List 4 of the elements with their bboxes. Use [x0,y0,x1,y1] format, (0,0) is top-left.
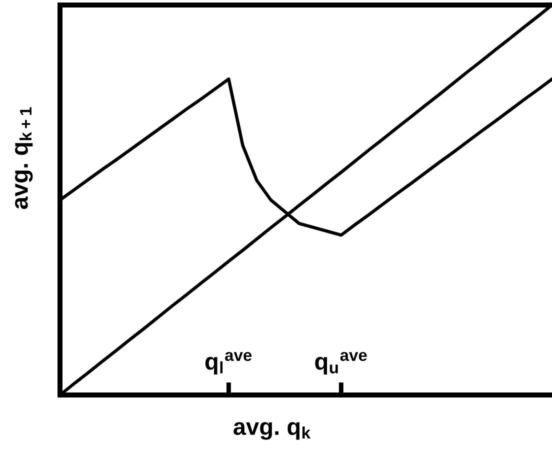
x-tick-label: q$_{u}$$^{ave}$ [315,352,367,374]
x-axis-title: avg. q$_{k}$ [234,422,311,440]
y-axis-title: avg. q$_{k+1}$ [14,107,33,210]
x-tick-label: q$_{l}$$^{ave}$ [205,352,252,374]
